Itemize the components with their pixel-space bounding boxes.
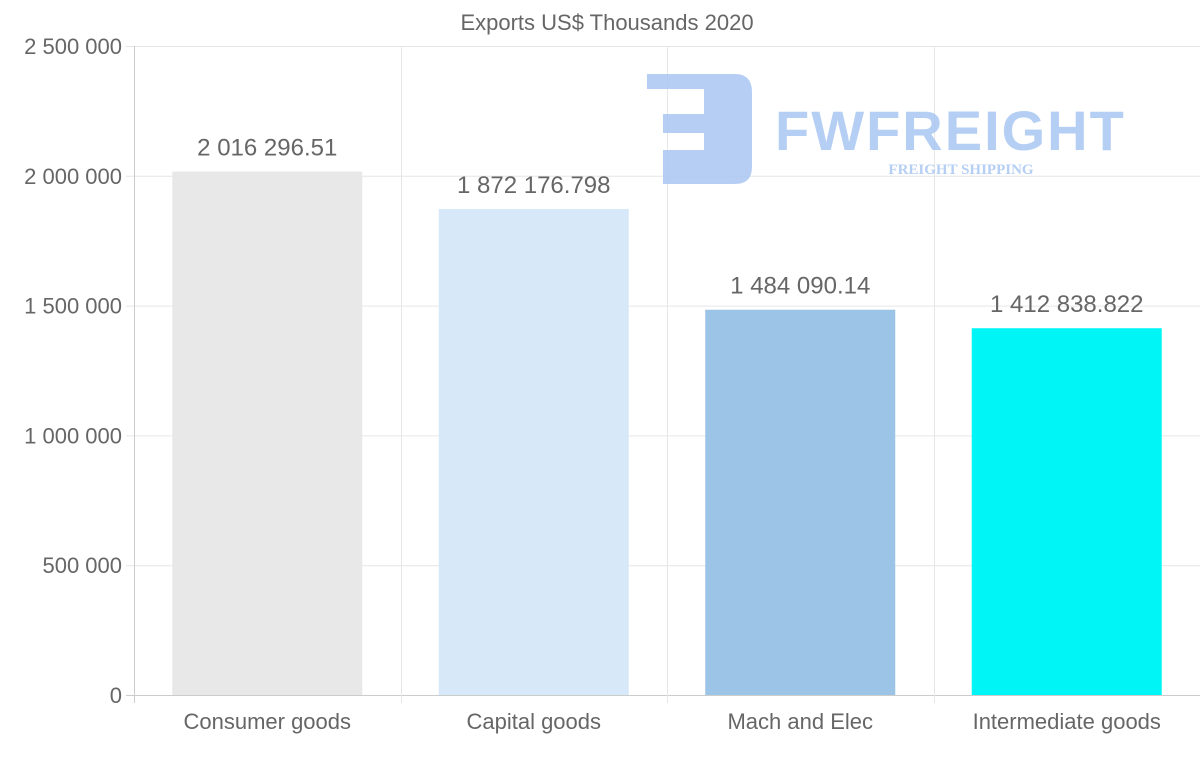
bar [705, 309, 896, 695]
x-tick-label: Capital goods [466, 709, 601, 734]
x-tick-label: Mach and Elec [727, 709, 873, 734]
y-tick-label: 1 500 000 [24, 294, 122, 319]
data-label: 2 016 296.51 [197, 135, 337, 162]
watermark-brand: FWFREIGHT [775, 99, 1126, 162]
labels: 0 500 000 1 000 000 1 500 000 2 000 000 2 500… [24, 34, 1161, 734]
bars [172, 171, 1162, 695]
bar [971, 328, 1162, 695]
fwfreight-watermark-logo: FWFREIGHT FREIGHT SHIPPING [647, 74, 1126, 184]
watermark-tagline: FREIGHT SHIPPING [888, 162, 1033, 178]
x-tick-label: Intermediate goods [973, 709, 1161, 734]
data-label: 1 412 838.822 [990, 291, 1143, 318]
data-label: 1 872 176.798 [457, 172, 610, 199]
logo-mark-icon [647, 74, 752, 184]
y-tick-label: 2 500 000 [24, 34, 122, 59]
data-label: 1 484 090.14 [730, 273, 870, 300]
bar [172, 171, 363, 695]
x-tick-label: Consumer goods [183, 709, 351, 734]
y-tick-label: 1 000 000 [24, 423, 122, 448]
y-tick-label: 2 000 000 [24, 164, 122, 189]
y-tick-label: 500 000 [42, 553, 122, 578]
chart-title: Exports US$ Thousands 2020 [460, 10, 753, 35]
bar [438, 208, 629, 695]
y-tick-label: 0 [110, 683, 122, 708]
